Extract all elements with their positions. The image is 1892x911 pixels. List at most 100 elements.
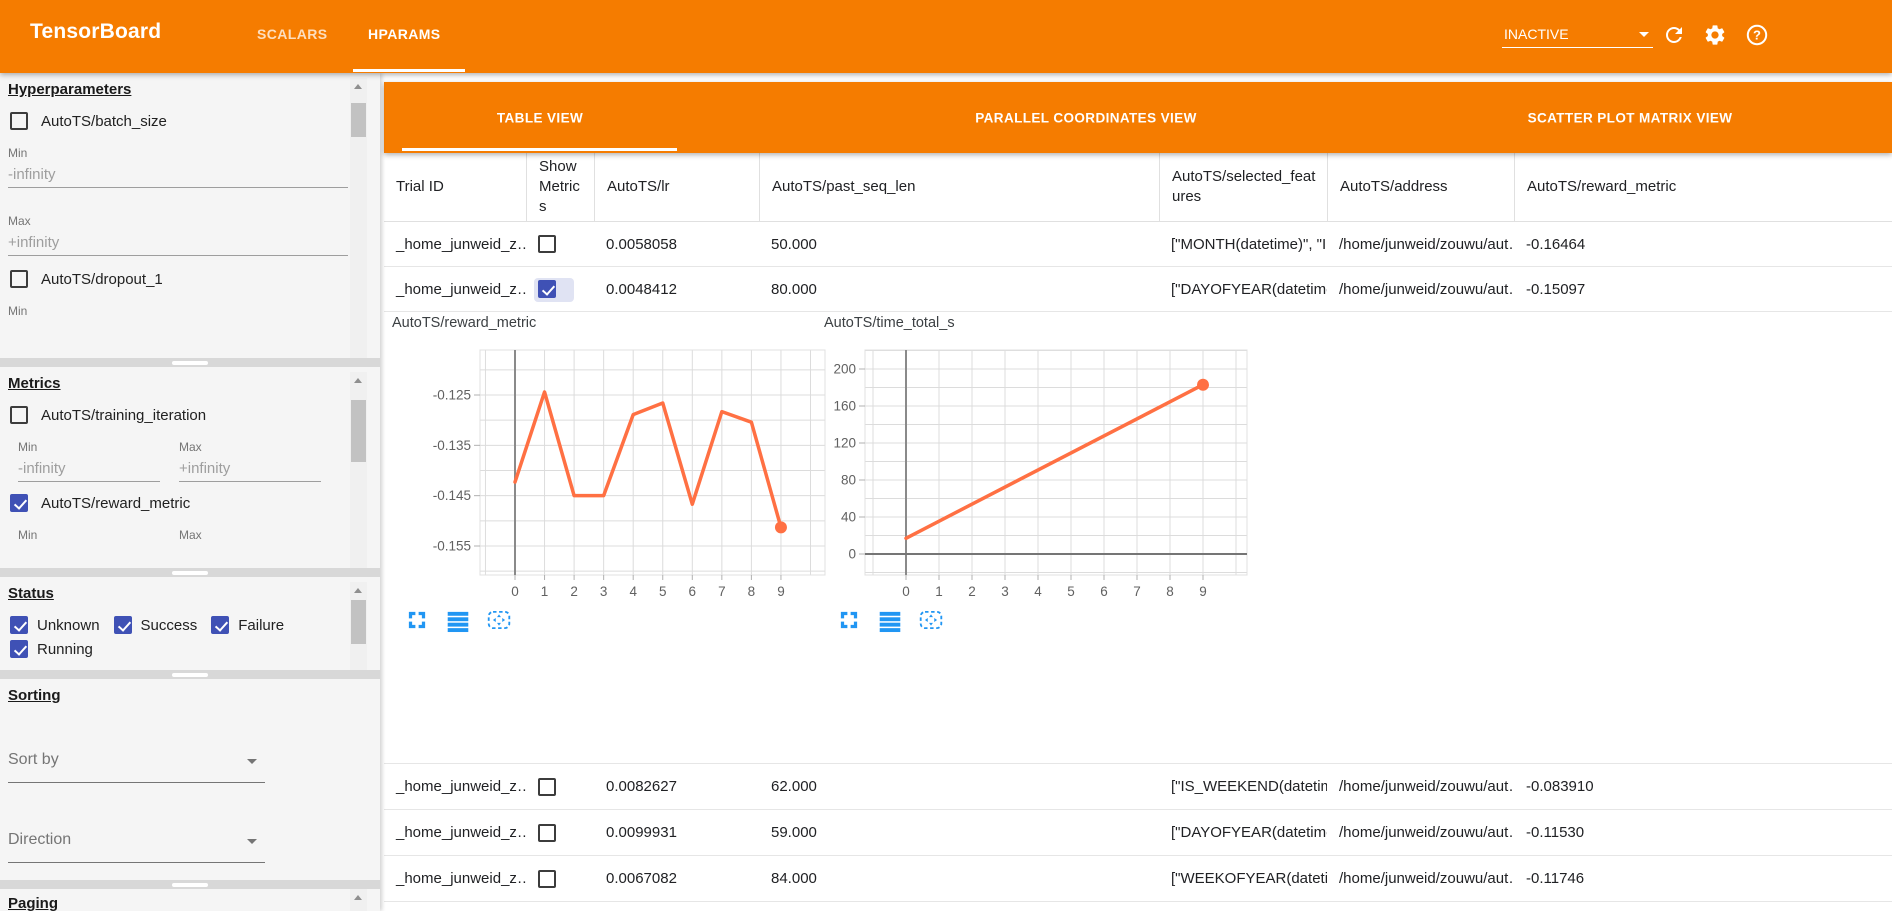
- col-reward-metric: AutoTS/reward_metric: [1514, 153, 1892, 221]
- cell-show-metrics: [526, 810, 594, 855]
- cell-past-seq-len: 50.000: [771, 235, 817, 253]
- checkbox-status-running[interactable]: [10, 640, 28, 658]
- chart-title: AutoTS/reward_metric: [392, 315, 537, 331]
- status-option: Failure: [211, 616, 284, 634]
- cell-past-seq-len: 62.000: [771, 778, 817, 795]
- chart-toolbar: [836, 607, 944, 633]
- refresh-icon[interactable]: [1662, 23, 1686, 47]
- cell-selected-features: ["DAYOFYEAR(datetime…: [1171, 824, 1327, 841]
- table-row: _home_junweid_z… 0.0067082 84.000 ["WEEKOFY…: [384, 856, 1892, 902]
- table-row: _home_junweid_z… 0.0058058 50.000 ["MONTH(d…: [384, 222, 1892, 267]
- scroll-up-icon[interactable]: [354, 378, 362, 383]
- min-label: Min: [18, 440, 38, 454]
- col-selected-features: AutoTS/selected_features: [1159, 153, 1327, 221]
- svg-text:8: 8: [748, 584, 756, 599]
- reward-metric-line-chart[interactable]: -0.125 -0.135 -0.145 -0.155 0 1 2 3 4 5 6 7 8 9: [388, 347, 838, 599]
- svg-text:0: 0: [511, 584, 519, 599]
- sorting-heading: Sorting: [8, 687, 61, 704]
- run-status-dropdown[interactable]: INACTIVE: [1502, 24, 1653, 48]
- tab-scalars[interactable]: SCALARS: [257, 26, 328, 42]
- expand-icon[interactable]: [404, 607, 430, 633]
- checkbox-show-metrics[interactable]: [538, 777, 556, 796]
- cell-trial-id: _home_junweid_z…: [396, 870, 526, 887]
- help-icon[interactable]: ?: [1745, 23, 1769, 47]
- svg-text:0: 0: [848, 547, 856, 562]
- cell-show-metrics: [526, 267, 594, 311]
- expand-icon[interactable]: [836, 607, 862, 633]
- max-input[interactable]: +infinity: [8, 234, 60, 251]
- cell-selected-features: ["WEEKOFYEAR(dateti…: [1171, 870, 1327, 887]
- checkbox-batch-size[interactable]: [10, 112, 28, 130]
- settings-gear-icon[interactable]: [1703, 23, 1727, 47]
- checkbox-show-metrics[interactable]: [538, 823, 556, 842]
- tab-hparams[interactable]: HPARAMS: [368, 26, 441, 42]
- cell-address: /home/junweid/zouwu/aut…: [1339, 280, 1514, 298]
- checkbox-show-metrics[interactable]: [538, 235, 556, 253]
- cell-past-seq-len: 80.000: [771, 280, 817, 298]
- list-lines-icon[interactable]: [877, 607, 903, 633]
- min-input[interactable]: -infinity: [18, 460, 66, 477]
- col-show-metrics: Show Metrics: [526, 153, 594, 221]
- metrics-scrollbar[interactable]: [350, 372, 367, 568]
- tab-parallel-coordinates-view[interactable]: PARALLEL COORDINATES VIEW: [975, 110, 1197, 125]
- list-lines-icon[interactable]: [445, 607, 471, 633]
- active-view-tab-underline: [402, 148, 677, 151]
- paging-scrollbar[interactable]: [350, 889, 367, 911]
- paging-heading: Paging: [8, 895, 59, 911]
- cell-reward-metric: -0.11746: [1526, 870, 1585, 887]
- svg-text:-0.125: -0.125: [433, 388, 471, 403]
- min-label: Min: [18, 528, 38, 542]
- chevron-down-icon: [247, 839, 257, 844]
- checkbox-show-metrics[interactable]: [538, 280, 556, 298]
- svg-text:80: 80: [841, 473, 856, 488]
- checkbox-dropout-1[interactable]: [10, 270, 28, 288]
- resize-handle[interactable]: [172, 361, 208, 365]
- max-input[interactable]: +infinity: [179, 460, 231, 477]
- resize-handle[interactable]: [172, 571, 208, 575]
- app-title: TensorBoard: [30, 20, 162, 43]
- cell-trial-id: _home_junweid_z…: [396, 824, 526, 841]
- table-row: _home_junweid_z… 0.0099931 59.000 ["DAYOFYE…: [384, 810, 1892, 856]
- checkbox-reward-metric[interactable]: [10, 494, 28, 512]
- tab-scatter-plot-matrix-view[interactable]: SCATTER PLOT MATRIX VIEW: [1527, 110, 1733, 125]
- reset-zoom-icon[interactable]: [918, 607, 944, 633]
- checkbox-show-metrics[interactable]: [538, 869, 556, 888]
- cell-show-metrics: [526, 222, 594, 266]
- hyperparameters-scrollbar[interactable]: [350, 78, 367, 358]
- time-total-line-chart[interactable]: 0 40 80 120 160 200 0 1 2 3 4 5 6 7 8 9: [820, 347, 1270, 599]
- direction-dropdown[interactable]: Direction: [8, 831, 265, 863]
- checkbox-status-success[interactable]: [113, 616, 132, 634]
- cell-reward-metric: -0.11530: [1526, 824, 1585, 841]
- scroll-up-icon[interactable]: [354, 588, 362, 593]
- sort-by-dropdown[interactable]: Sort by: [8, 751, 265, 783]
- svg-text:3: 3: [1001, 584, 1009, 599]
- svg-text:5: 5: [1067, 584, 1075, 599]
- svg-text:160: 160: [833, 399, 856, 414]
- checkbox-training-iteration[interactable]: [10, 406, 28, 424]
- scroll-up-icon[interactable]: [354, 895, 362, 900]
- sidebar-section-metrics: Metrics AutoTS/training_iteration Min -i…: [0, 367, 380, 568]
- reset-zoom-icon[interactable]: [486, 607, 512, 633]
- status-scrollbar[interactable]: [350, 582, 367, 670]
- table-row: _home_junweid_z… 0.0082627 62.000 ["IS_WEEK…: [384, 764, 1892, 810]
- resize-handle[interactable]: [172, 883, 208, 887]
- svg-text:-0.135: -0.135: [433, 438, 471, 453]
- svg-text:40: 40: [841, 510, 856, 525]
- svg-text:?: ?: [1753, 28, 1761, 43]
- col-past-seq-len: AutoTS/past_seq_len: [759, 153, 1159, 221]
- cell-selected-features: ["IS_WEEKEND(datetim…: [1171, 778, 1327, 795]
- cell-trial-id: _home_junweid_z…: [396, 778, 526, 795]
- cell-show-metrics: [526, 856, 594, 901]
- resize-handle[interactable]: [172, 673, 208, 677]
- checkbox-status-unknown[interactable]: [10, 616, 28, 634]
- min-input[interactable]: -infinity: [8, 166, 56, 183]
- scroll-up-icon[interactable]: [354, 84, 362, 89]
- svg-text:8: 8: [1166, 584, 1174, 599]
- tab-table-view[interactable]: TABLE VIEW: [496, 110, 584, 125]
- chart-reward-metric: AutoTS/reward_metric -0.125 -0.135 -0.145-…: [388, 313, 838, 643]
- svg-text:120: 120: [833, 436, 856, 451]
- section-divider: [0, 358, 380, 367]
- param-dropout-1: AutoTS/dropout_1: [10, 270, 380, 288]
- checkbox-status-failure[interactable]: [211, 616, 230, 634]
- svg-text:1: 1: [935, 584, 943, 599]
